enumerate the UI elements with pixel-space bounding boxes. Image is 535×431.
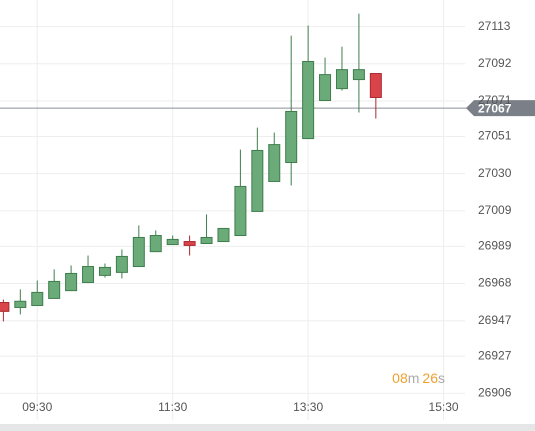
current-price-label: 27067 <box>478 101 512 115</box>
candle-body <box>352 69 365 81</box>
candle-body <box>302 60 315 140</box>
x-tick-label: 15:30 <box>429 400 459 414</box>
countdown-minutes: 08 <box>392 370 408 386</box>
candle-body <box>31 291 44 307</box>
current-price-tag <box>466 100 535 117</box>
candle-body <box>268 144 281 182</box>
y-tick-label: 27113 <box>478 19 511 33</box>
x-tick-label: 13:30 <box>293 400 323 414</box>
candles <box>0 13 382 322</box>
y-tick-label: 26927 <box>478 348 512 362</box>
candle-body <box>251 149 264 212</box>
x-tick-label: 11:30 <box>158 400 187 414</box>
candle-body <box>48 280 61 299</box>
candle-body <box>0 302 10 312</box>
y-tick-label: 27071 <box>478 93 512 107</box>
candle-body <box>369 73 382 98</box>
x-tick-label: 09:30 <box>22 400 52 414</box>
y-tick-label: 27092 <box>478 56 512 70</box>
bottom-bar <box>0 424 535 431</box>
candle-body <box>82 266 95 283</box>
grid <box>0 0 465 420</box>
candle-body <box>319 74 332 101</box>
y-tick-label: 27009 <box>478 203 512 217</box>
candle-body <box>14 300 27 308</box>
current-price: 27067 <box>0 100 535 117</box>
candle-body <box>200 236 213 244</box>
y-tick-label: 26906 <box>478 386 512 400</box>
y-tick-label: 27051 <box>478 129 512 143</box>
candle-body <box>166 238 179 246</box>
countdown-seconds: 26 <box>422 370 438 386</box>
countdown: 08m 26s <box>392 370 445 386</box>
candle-body <box>149 235 162 253</box>
countdown-seconds-unit: s <box>438 370 445 386</box>
candle-body <box>65 272 78 292</box>
candle-body <box>285 110 298 164</box>
y-tick-label: 26989 <box>478 239 512 253</box>
candle-body <box>183 241 196 246</box>
candle-body <box>234 185 247 237</box>
candle-body <box>335 69 348 90</box>
candle-body <box>98 266 111 276</box>
candle-body <box>115 255 128 273</box>
countdown-minutes-unit: m <box>408 370 420 386</box>
candle-body <box>217 227 230 243</box>
y-tick-label: 26947 <box>478 313 512 327</box>
labels: 27113 27092 27071 27051 27030 27009 26989 26968… <box>22 19 511 414</box>
y-tick-label: 27030 <box>478 166 512 180</box>
candle-body <box>132 236 145 268</box>
y-tick-label: 26968 <box>478 276 512 290</box>
